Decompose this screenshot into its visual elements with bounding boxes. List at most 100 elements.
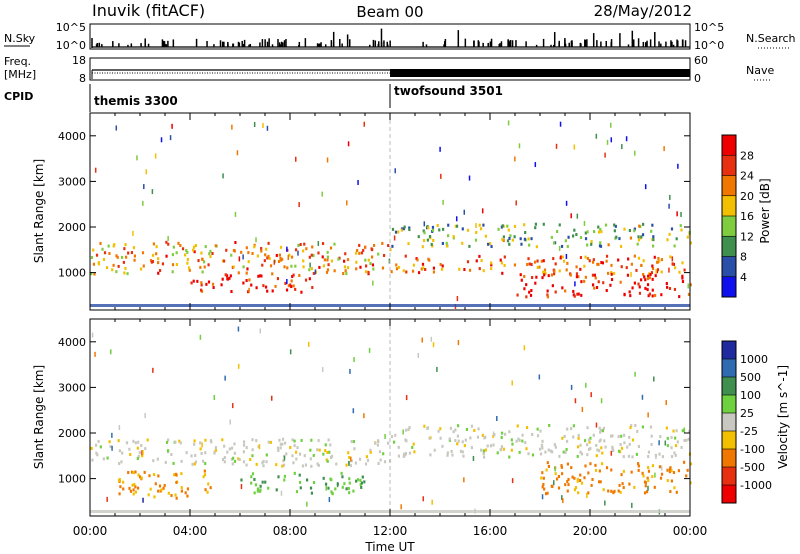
- time-axis-labels: 00:00 04:00 08:00 12:00 16:00 20:00 00:00: [73, 524, 708, 538]
- echo-cell: [511, 442, 514, 446]
- scatter-echo: [554, 466, 556, 472]
- echo-cell: [540, 259, 543, 263]
- scatter-echo: [306, 501, 308, 507]
- echo-cell: [530, 275, 534, 279]
- echo-cell: [464, 438, 467, 442]
- echo-cell: [358, 251, 361, 255]
- echo-cell: [492, 443, 495, 447]
- echo-cell: [245, 446, 248, 450]
- echo-cell: [171, 263, 175, 267]
- echo-cell: [433, 448, 436, 452]
- echo-cell: [310, 491, 314, 495]
- echo-cell: [402, 269, 405, 273]
- echo-cell: [118, 449, 121, 453]
- echo-cell: [437, 429, 440, 433]
- scatter-echo: [570, 384, 573, 390]
- echo-cell: [572, 289, 575, 293]
- echo-cell: [677, 469, 680, 473]
- scatter-echo: [266, 125, 269, 131]
- scatter-echo: [671, 256, 674, 262]
- echo-cell: [340, 471, 343, 475]
- echo-cell: [420, 267, 423, 271]
- echo-cell: [302, 259, 305, 263]
- echo-cell: [673, 451, 676, 455]
- echo-cell: [151, 253, 155, 257]
- scatter-echo: [91, 332, 94, 338]
- echo-cell: [300, 438, 303, 442]
- echo-cell: [184, 491, 187, 495]
- echo-cell: [371, 263, 375, 267]
- echo-cell: [247, 290, 250, 294]
- echo-cell: [274, 284, 277, 288]
- echo-cell: [214, 448, 218, 452]
- colorbar-tick-label: 4: [740, 271, 747, 284]
- echo-cell: [256, 489, 259, 493]
- echo-cell: [527, 257, 530, 261]
- echo-cell: [293, 471, 296, 475]
- scatter-echo: [372, 280, 374, 286]
- echo-cell: [95, 451, 98, 455]
- echo-cell: [630, 262, 633, 266]
- colorbar-segment: [722, 449, 736, 468]
- x-tick-label: 00:00: [673, 524, 708, 538]
- echo-cell: [279, 446, 282, 450]
- echo-cell: [310, 438, 313, 442]
- echo-cell: [681, 274, 684, 278]
- scatter-echo: [431, 499, 433, 505]
- echo-cell: [447, 223, 450, 227]
- echo-cell: [461, 227, 464, 231]
- scatter-echo: [553, 480, 555, 486]
- scatter-echo: [634, 150, 636, 156]
- echo-cell: [295, 490, 299, 494]
- scatter-echo: [248, 287, 250, 293]
- velocity-colorbar: 1000 500 100 25 -25 -100 -500 -1000: [721, 340, 772, 504]
- echo-cell: [666, 238, 669, 242]
- echo-cell: [497, 227, 500, 231]
- echo-cell: [222, 259, 226, 263]
- echo-cell: [590, 240, 593, 244]
- echo-cell: [153, 495, 156, 499]
- echo-cell: [603, 439, 606, 443]
- echo-cell: [312, 254, 315, 258]
- echo-cell: [560, 255, 563, 259]
- echo-cell: [116, 255, 119, 259]
- echo-cell: [324, 443, 327, 447]
- echo-cell: [451, 453, 454, 457]
- scatter-echo: [143, 184, 145, 190]
- scatter-echo: [683, 427, 685, 433]
- echo-cell: [647, 478, 650, 482]
- echo-cell: [674, 436, 677, 440]
- echo-cell: [482, 223, 485, 227]
- echo-cell: [127, 471, 130, 475]
- echo-cell: [540, 476, 543, 480]
- echo-cell: [538, 447, 542, 451]
- scatter-echo: [295, 156, 297, 162]
- echo-cell: [558, 269, 561, 273]
- scatter-echo: [145, 169, 148, 175]
- echo-cell: [670, 446, 673, 450]
- echo-cell: [541, 471, 544, 475]
- echo-cell: [230, 446, 234, 450]
- echo-cell: [509, 234, 512, 238]
- echo-cell: [265, 247, 268, 251]
- echo-cell: [308, 255, 311, 259]
- echo-cell: [147, 493, 150, 497]
- velocity-y-ticks: 1000 2000 3000 4000: [58, 336, 690, 486]
- echo-cell: [95, 253, 99, 257]
- scatter-echo: [236, 150, 239, 156]
- x-axis-title: Time UT: [364, 540, 415, 554]
- echo-cell: [342, 272, 345, 276]
- echo-cell: [554, 445, 557, 449]
- colorbar-segment: [722, 341, 736, 360]
- echo-cell: [631, 455, 634, 459]
- echo-cell: [666, 479, 669, 483]
- echo-cell: [141, 251, 145, 255]
- echo-cell: [619, 490, 622, 494]
- echo-cell: [576, 477, 579, 481]
- echo-cell: [490, 267, 493, 271]
- echo-cell: [561, 286, 564, 290]
- echo-cell: [284, 441, 287, 445]
- echo-cell: [202, 475, 205, 479]
- nave-tick-bottom: 0: [694, 72, 701, 85]
- echo-cell: [599, 241, 602, 245]
